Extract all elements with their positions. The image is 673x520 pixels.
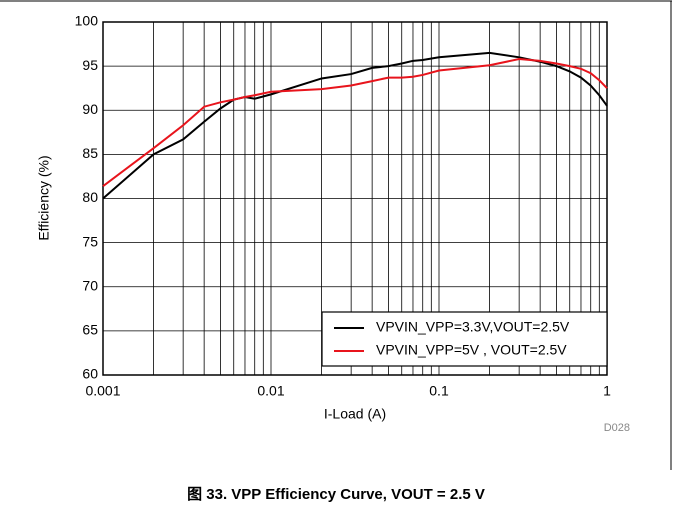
annotation: D028 <box>604 422 630 434</box>
y-tick-label: 85 <box>82 145 98 161</box>
legend-label: VPVIN_VPP=3.3V,VOUT=2.5V <box>376 319 570 335</box>
y-tick-label: 80 <box>82 189 98 205</box>
x-tick-label: 1 <box>603 383 611 399</box>
y-tick-label: 95 <box>82 57 98 73</box>
y-axis-label: Efficiency (%) <box>36 155 52 240</box>
series-line <box>102 51 608 200</box>
legend-label: VPVIN_VPP=5V , VOUT=2.5V <box>376 342 567 358</box>
x-tick-label: 0.01 <box>257 383 284 399</box>
x-tick-label: 0.1 <box>429 383 449 399</box>
y-tick-label: 100 <box>75 13 99 29</box>
x-tick-label: 0.001 <box>85 383 120 399</box>
series-line <box>102 58 608 187</box>
y-tick-label: 65 <box>82 322 98 338</box>
y-tick-label: 75 <box>82 233 98 249</box>
figure-caption: 图 33. VPP Efficiency Curve, VOUT = 2.5 V <box>187 486 485 503</box>
y-tick-label: 70 <box>82 277 98 293</box>
y-tick-label: 60 <box>82 366 98 382</box>
legend-box <box>321 311 608 367</box>
y-tick-label: 90 <box>82 101 98 117</box>
x-axis-label: I-Load (A) <box>324 406 386 422</box>
